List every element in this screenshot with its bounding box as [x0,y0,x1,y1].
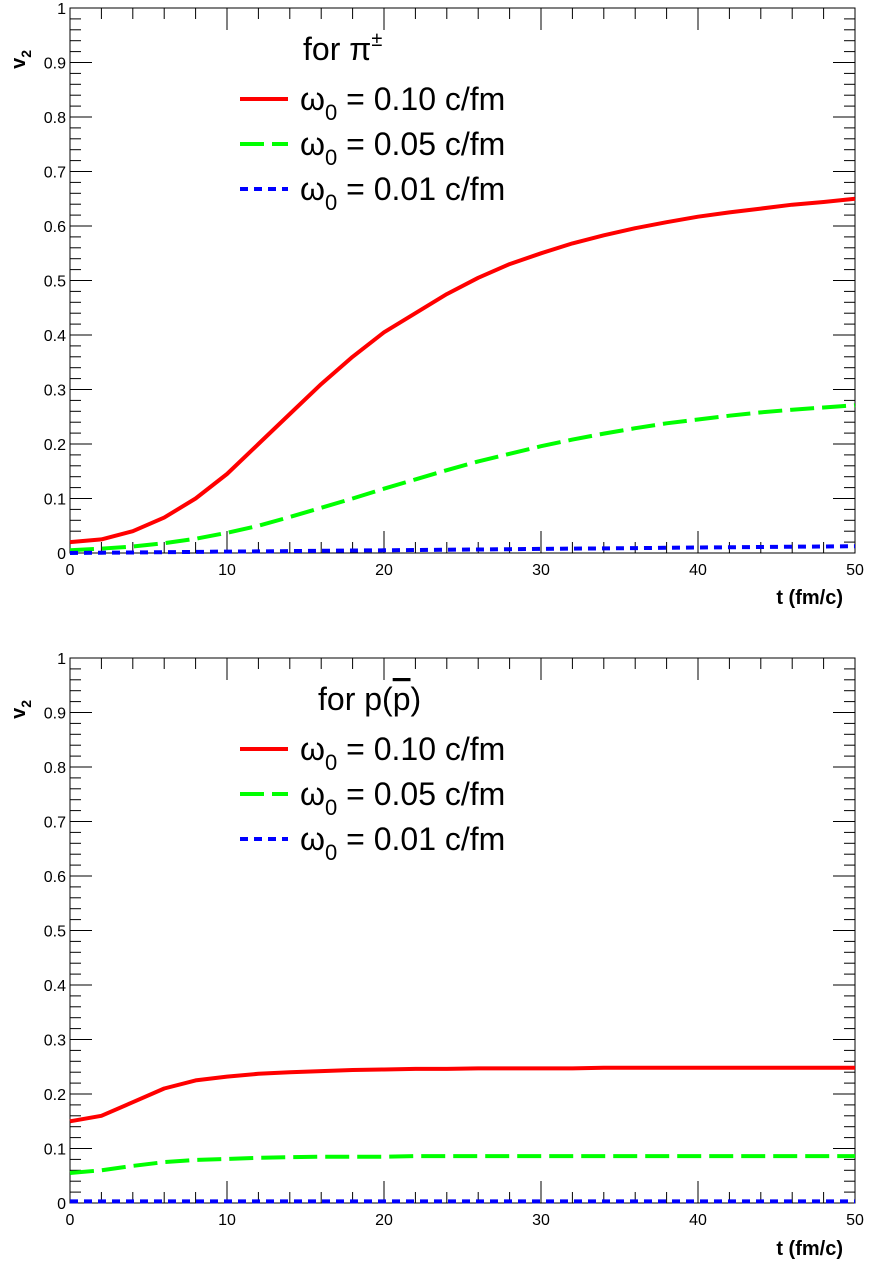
x-axis-title: t (fm/c) [776,587,843,609]
y-tick-label: 0.9 [44,706,66,723]
x-tick-label: 20 [375,1212,393,1229]
y-tick-label: 0 [57,1196,66,1213]
x-tick-label: 10 [218,562,236,579]
legend-value: = 0.10 c/fm [337,81,505,117]
y-tick-label: 0.6 [44,219,66,236]
legend-header-text: for π [303,31,371,67]
legend-sub: 0 [325,750,337,775]
y-axis-title: v2 [8,700,34,719]
x-tick-label: 40 [689,562,707,579]
y-tick-label: 0.6 [44,869,66,886]
legend-entry-2: ω0 = 0.05 c/fm [300,126,505,170]
y-axis-title-sub: 2 [18,700,34,708]
x-tick-label: 30 [532,562,550,579]
legend-symbol: ω [300,821,325,857]
legend-entry-1: ω0 = 0.10 c/fm [300,81,505,125]
legend-symbol: ω [300,81,325,117]
legend-sub: 0 [325,100,337,125]
series-line-2 [69,1154,855,1175]
y-axis-title-sub: 2 [18,50,34,58]
legend-symbol: ω [300,171,325,207]
y-tick-label: 0.1 [44,492,66,509]
legend-header-sup: ± [371,29,382,51]
x-tick-label: 50 [846,1212,864,1229]
y-tick-label: 1 [57,1,66,18]
y-tick-label: 0.1 [44,1142,66,1159]
legend-entry-3: ω0 = 0.01 c/fm [300,171,505,215]
legend-symbol: ω [300,731,325,767]
y-tick-label: 0.4 [44,978,66,995]
y-tick-label: 0.9 [44,56,66,73]
legend-sub: 0 [325,145,337,170]
legend-value: = 0.01 c/fm [337,171,505,207]
legend-header: for π± [303,29,382,67]
legend-header-bar: p [393,681,411,717]
y-tick-label: 1 [57,651,66,668]
y-tick-label: 0.5 [44,274,66,291]
y-tick-label: 0.7 [44,815,66,832]
legend-header-tail: ) [410,681,421,717]
y-tick-label: 0.5 [44,924,66,941]
legend-header-text: for p( [318,681,393,717]
series-line-2 [69,403,856,553]
legend-symbol: ω [300,126,325,162]
y-axis-title: v2 [8,50,34,69]
y-tick-label: 0.8 [44,110,66,127]
legend-value: = 0.05 c/fm [337,776,505,812]
y-tick-label: 0.7 [44,165,66,182]
x-axis-title: t (fm/c) [776,1238,843,1260]
legend-header: for p(p) [318,681,421,717]
legend-value: = 0.01 c/fm [337,821,505,857]
y-tick-label: 0.8 [44,760,66,777]
legend-entry-3: ω0 = 0.01 c/fm [300,821,505,865]
y-tick-label: 0.4 [44,328,66,345]
legend-sub: 0 [325,795,337,820]
x-tick-label: 50 [846,562,864,579]
series-line-3 [69,544,856,555]
legend-sub: 0 [325,840,337,865]
y-tick-label: 0.2 [44,437,66,454]
series-line-1 [69,1065,855,1124]
chart-panel-1: 00.10.20.30.40.50.60.70.80.910 10 20 30 40 50… [8,1,864,609]
legend-sub: 0 [325,190,337,215]
x-tick-label: 0 [66,1212,75,1229]
y-axis-title-main: v [8,57,30,69]
legend-entry-1: ω0 = 0.10 c/fm [300,731,505,775]
y-tick-label: 0 [57,546,66,563]
x-tick-label: 0 [66,562,75,579]
series-line-1 [69,196,856,545]
legend-entry-2: ω0 = 0.05 c/fm [300,776,505,820]
legend-symbol: ω [300,776,325,812]
y-axis-title-main: v [8,707,30,719]
y-tick-label: 0.2 [44,1087,66,1104]
y-tick-label: 0.3 [44,383,66,400]
x-tick-label: 40 [689,1212,707,1229]
x-tick-label: 10 [218,1212,236,1229]
y-tick-label: 0.3 [44,1033,66,1050]
legend-value: = 0.05 c/fm [337,126,505,162]
x-tick-label: 30 [532,1212,550,1229]
x-tick-label: 20 [375,562,393,579]
chart-panel-2: 00.10.20.30.40.50.60.70.80.910 10 20 30 40 50… [8,651,864,1260]
legend-value: = 0.10 c/fm [337,731,505,767]
